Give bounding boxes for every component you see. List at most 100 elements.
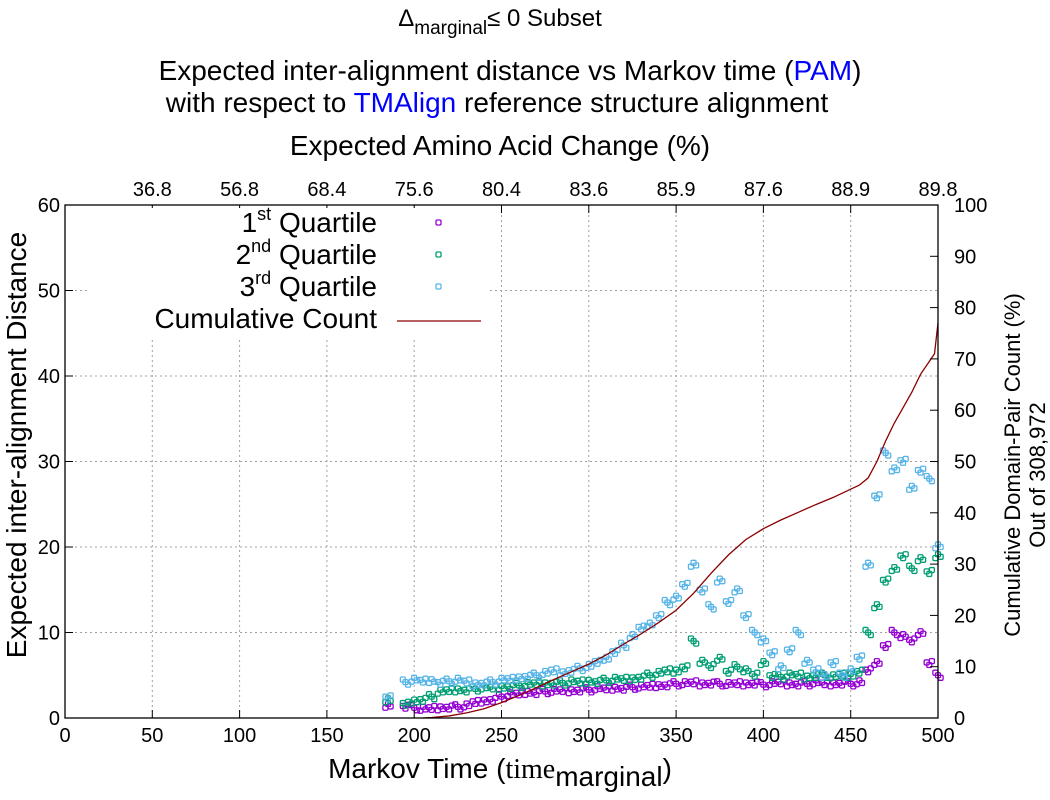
y-tick-label: 50 (38, 281, 60, 303)
legend-label: 3rd Quartile (240, 268, 377, 302)
quartile-point-3 (832, 657, 840, 665)
x-tick-label: 350 (659, 725, 692, 747)
quartile-point-2 (675, 669, 682, 676)
quartile-point-1 (474, 696, 482, 704)
quartile-point-2 (614, 676, 621, 683)
quartile-point-1 (876, 660, 883, 667)
y2-tick-label: 80 (954, 298, 976, 320)
x-tick-label: 400 (747, 725, 780, 747)
y2-axis-label-line1: Cumulative Domain-Pair Count (%) (1000, 293, 1025, 637)
quartile-point-3 (771, 648, 778, 655)
x-tick-label: 150 (310, 725, 343, 747)
quartile-point-3 (876, 491, 883, 498)
quartile-point-2 (789, 672, 796, 679)
quartile-point-2 (710, 660, 717, 668)
legend-label: Cumulative Count (154, 303, 377, 334)
quartile-point-1 (867, 665, 874, 672)
quartile-point-2 (422, 694, 429, 702)
quartile-point-3 (858, 652, 866, 659)
y-tick-label: 60 (38, 195, 60, 217)
quartile-point-1 (605, 683, 613, 690)
quartile-point-3 (623, 644, 630, 652)
quartile-point-3 (789, 645, 796, 652)
quartile-point-3 (823, 673, 831, 680)
x2-tick-label: 75.6 (395, 179, 434, 201)
quartile-point-2 (727, 666, 735, 673)
y2-tick-label: 30 (954, 554, 976, 576)
legend-label: 1st Quartile (242, 204, 377, 238)
x-tick-label: 0 (59, 725, 70, 747)
legend-marker (435, 251, 442, 258)
quartile-point-3 (867, 562, 874, 569)
quartile-point-1 (789, 681, 796, 689)
y-tick-label: 40 (38, 366, 60, 388)
quartile-point-2 (579, 676, 586, 683)
quartile-point-3 (885, 452, 892, 459)
legend-marker (435, 219, 442, 226)
quartile-point-2 (719, 656, 726, 663)
quartile-point-1 (675, 683, 682, 690)
quartile-point-3 (431, 678, 438, 685)
y2-tick-label: 100 (954, 195, 987, 217)
quartile-point-3 (719, 578, 726, 585)
quartile-point-2 (762, 660, 770, 667)
quartile-point-1 (649, 680, 656, 687)
quartile-point-3 (841, 674, 848, 681)
quartile-point-2 (658, 670, 665, 677)
quartile-point-2 (457, 687, 464, 695)
quartile-point-3 (675, 595, 682, 602)
y2-tick-label: 20 (954, 605, 976, 627)
quartile-point-2 (911, 567, 918, 575)
quartile-point-3 (605, 656, 613, 663)
quartile-point-3 (553, 665, 560, 672)
quartile-point-2 (920, 556, 927, 563)
quartile-point-3 (815, 665, 822, 672)
quartile-point-3 (762, 637, 770, 645)
x-axis-label: Markov Time (timemarginal) (328, 753, 672, 792)
quartile-point-3 (727, 596, 735, 604)
legend-background (90, 208, 490, 338)
quartile-point-2 (867, 631, 874, 639)
data-marks (382, 322, 944, 719)
quartile-point-3 (387, 692, 394, 699)
quartile-point-3 (544, 670, 551, 677)
quartile-point-2 (754, 669, 761, 676)
quartile-point-2 (693, 640, 700, 647)
x2-axis-label: Expected Amino Acid Change (%) (290, 130, 710, 161)
quartile-point-1 (448, 702, 455, 709)
quartile-point-2 (588, 679, 595, 686)
quartile-point-3 (588, 663, 595, 670)
quartile-point-2 (623, 673, 630, 681)
x-tick-label: 500 (921, 725, 954, 747)
y2-axis-label-line2: Out of 308,972 (1025, 402, 1050, 548)
quartile-point-1 (858, 679, 866, 687)
quartile-point-3 (413, 677, 420, 684)
quartile-point-1 (920, 630, 927, 637)
quartile-point-3 (806, 659, 813, 666)
x2-tick-label: 89.8 (919, 179, 958, 201)
x2-tick-label: 56.8 (220, 179, 259, 201)
quartile-point-3 (666, 601, 674, 609)
quartile-point-2 (553, 678, 560, 685)
quartile-point-2 (858, 666, 866, 673)
quartile-point-1 (431, 702, 438, 710)
x2-tick-label: 88.9 (831, 179, 870, 201)
quartile-point-1 (719, 683, 726, 690)
cumulative-count-line (422, 322, 939, 719)
quartile-point-3 (911, 485, 918, 492)
quartile-point-1 (631, 686, 639, 693)
quartile-point-2 (404, 698, 412, 705)
quartile-point-3 (920, 465, 927, 472)
quartile-point-3 (797, 631, 805, 639)
y2-tick-label: 0 (954, 708, 965, 730)
quartile-point-1 (544, 690, 551, 698)
quartile-point-2 (666, 665, 674, 672)
quartile-point-3 (902, 455, 909, 463)
y-tick-label: 20 (38, 537, 60, 559)
quartile-point-3 (509, 673, 516, 681)
quartile-point-2 (570, 678, 578, 686)
quartile-point-3 (422, 675, 429, 682)
